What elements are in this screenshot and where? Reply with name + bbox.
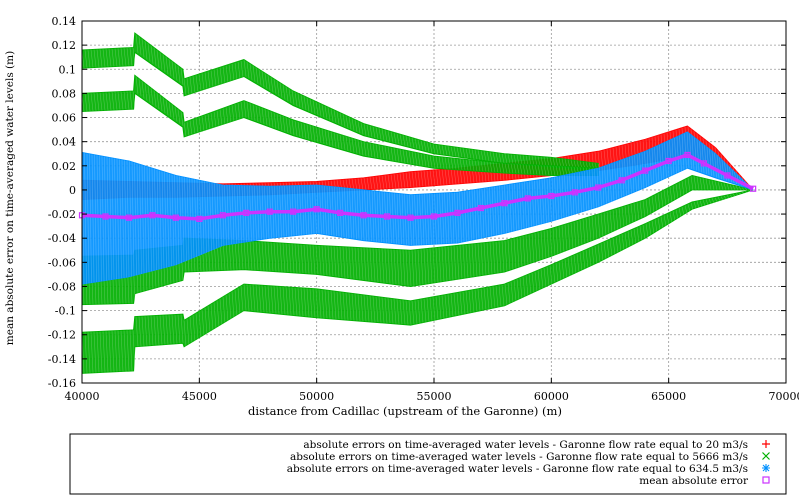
legend-label: absolute errors on time-averaged water l… [287, 463, 748, 475]
plot-data [80, 33, 756, 373]
x-tick-label: 45000 [182, 390, 217, 403]
x-tick-label: 60000 [534, 390, 569, 403]
y-tick-label: -0.06 [48, 256, 76, 269]
y-tick-label: 0.14 [52, 15, 77, 28]
y-tick-label: 0 [69, 184, 76, 197]
legend-marker-star [762, 464, 770, 472]
y-tick-label: 0.02 [52, 160, 77, 173]
x-tick-label: 65000 [651, 390, 686, 403]
y-tick-label: -0.12 [48, 329, 76, 342]
y-tick-label: -0.14 [48, 353, 76, 366]
legend-label: absolute errors on time-averaged water l… [290, 451, 748, 463]
y-tick-label: -0.1 [55, 305, 76, 318]
x-tick-label: 50000 [299, 390, 334, 403]
y-tick-label: 0.04 [52, 136, 77, 149]
y-tick-label: 0.12 [52, 39, 77, 52]
x-tick-label: 55000 [417, 390, 452, 403]
legend-label: absolute errors on time-averaged water l… [303, 439, 748, 451]
x-tick-label: 40000 [65, 390, 100, 403]
y-tick-label: -0.04 [48, 232, 76, 245]
y-tick-label: 0.06 [52, 112, 77, 125]
y-axis-title: mean absolute error on time-averaged wat… [4, 51, 16, 345]
y-tick-label: 0.1 [59, 63, 77, 76]
legend-label: mean absolute error [639, 475, 749, 487]
x-axis-title: distance from Cadillac (upstream of the … [248, 404, 562, 418]
y-tick-label: -0.08 [48, 280, 76, 293]
y-tick-label: -0.16 [48, 377, 76, 390]
x-tick-label: 70000 [769, 390, 799, 403]
legend: absolute errors on time-averaged water l… [70, 434, 786, 494]
y-tick-label: -0.02 [48, 208, 76, 221]
y-tick-label: 0.08 [52, 87, 77, 100]
